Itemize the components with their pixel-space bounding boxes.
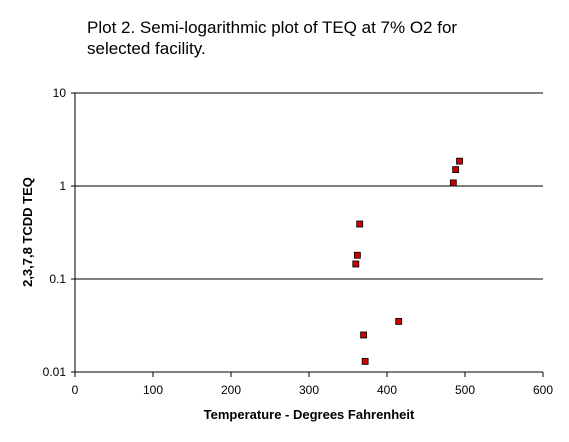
y-tick-labels: 10 1 0.1 0.01 xyxy=(43,86,67,379)
data-point xyxy=(361,358,369,365)
axes xyxy=(71,92,544,377)
x-tick-label: 500 xyxy=(455,383,475,397)
data-points xyxy=(352,157,463,365)
y-axis-title: 2,3,7,8 TCDD TEQ xyxy=(20,177,35,287)
y-tick-label: 1 xyxy=(59,179,66,193)
y-tick-label: 0.01 xyxy=(43,365,67,379)
x-tick-label: 100 xyxy=(143,383,163,397)
y-tick-label: 10 xyxy=(53,86,67,100)
x-tick-labels: 0 100 200 300 400 500 600 xyxy=(72,383,554,397)
x-tick-label: 300 xyxy=(299,383,319,397)
data-point xyxy=(395,318,403,325)
data-point xyxy=(352,260,360,268)
data-point xyxy=(452,166,460,174)
x-axis-title: Temperature - Degrees Fahrenheit xyxy=(204,407,415,422)
grid-lines xyxy=(75,92,543,373)
x-tick-label: 600 xyxy=(533,383,553,397)
data-point xyxy=(356,220,364,228)
data-point xyxy=(456,157,463,165)
x-tick-label: 200 xyxy=(221,383,241,397)
data-point xyxy=(353,251,361,259)
x-tick-label: 0 xyxy=(72,383,79,397)
y-tick-label: 0.1 xyxy=(49,272,66,286)
x-tick-label: 400 xyxy=(377,383,397,397)
data-point xyxy=(449,179,457,187)
chart-title: Plot 2. Semi-logarithmic plot of TEQ at … xyxy=(87,18,458,58)
data-point xyxy=(360,331,368,339)
